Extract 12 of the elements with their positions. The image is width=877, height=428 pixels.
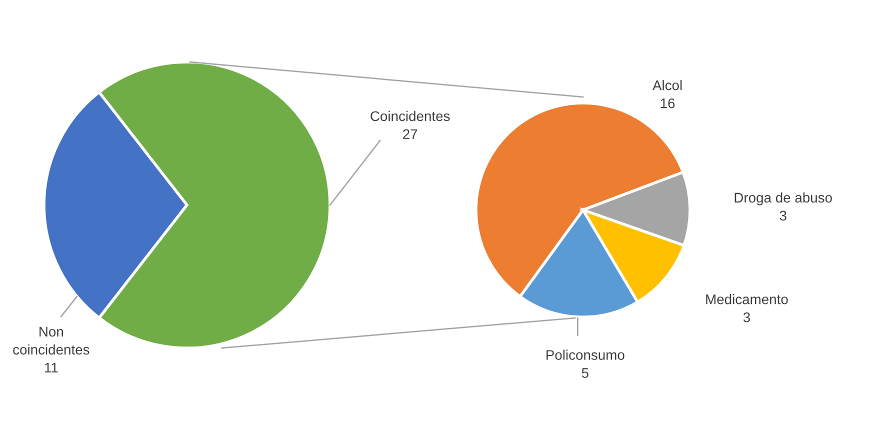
slice-label: Medicamento	[706, 294, 788, 304]
data-label: 11	[45, 362, 58, 372]
data-label: 27	[403, 129, 418, 139]
slice-label: Policonsumo	[546, 350, 624, 360]
data-label: 5	[582, 368, 588, 378]
slice-label: Coincidentes	[370, 110, 450, 122]
slice-label: Alcol	[652, 80, 682, 90]
data-label: 16	[660, 98, 675, 108]
slice-label: Non coincidentes	[13, 326, 90, 355]
slice-label: Droga de abuso	[734, 192, 832, 206]
data-label: 3	[743, 312, 750, 322]
data-label: 3	[780, 210, 786, 221]
